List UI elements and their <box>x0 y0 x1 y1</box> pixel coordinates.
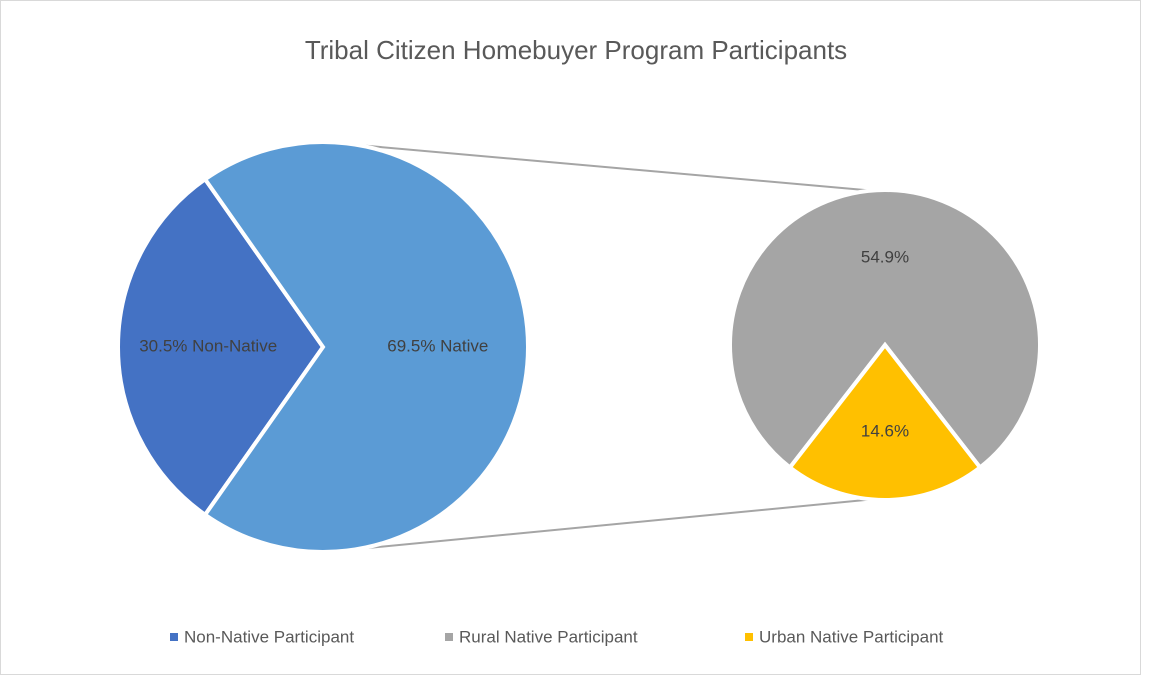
legend-label: Urban Native Participant <box>759 627 944 646</box>
pie-slice <box>787 341 983 502</box>
legend-swatch <box>745 633 753 641</box>
data-label: 30.5% Non-Native <box>139 336 277 355</box>
data-label: 14.6% <box>861 421 909 440</box>
legend-swatch <box>170 633 178 641</box>
legend-label: Rural Native Participant <box>459 627 638 646</box>
pie-slice <box>116 176 326 518</box>
chart-title: Tribal Citizen Homebuyer Program Partici… <box>305 35 847 65</box>
legend-label: Non-Native Participant <box>184 627 354 646</box>
connector-line <box>358 498 872 550</box>
pie-slice <box>202 140 530 554</box>
legend-swatch <box>445 633 453 641</box>
data-label: 69.5% Native <box>387 336 488 355</box>
data-label: 54.9% <box>861 248 909 267</box>
pie-slice <box>728 188 1042 471</box>
connector-line <box>358 144 872 192</box>
